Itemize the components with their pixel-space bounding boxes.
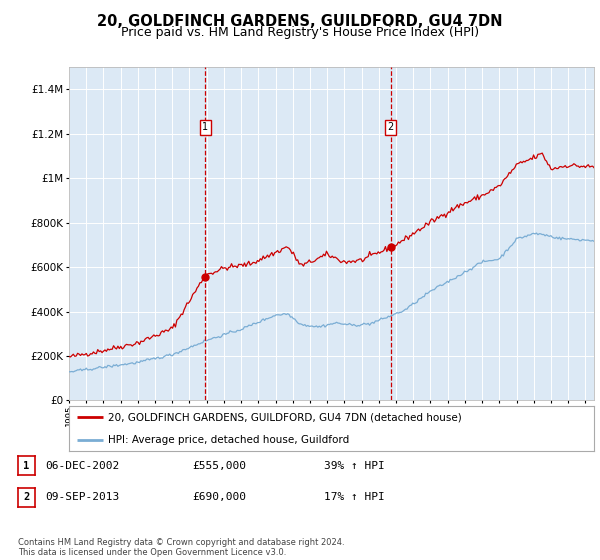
Text: 39% ↑ HPI: 39% ↑ HPI: [324, 461, 385, 471]
Text: 17% ↑ HPI: 17% ↑ HPI: [324, 492, 385, 502]
Text: 2: 2: [388, 122, 394, 132]
Text: 06-DEC-2002: 06-DEC-2002: [45, 461, 119, 471]
Text: £555,000: £555,000: [192, 461, 246, 471]
Text: HPI: Average price, detached house, Guildford: HPI: Average price, detached house, Guil…: [109, 435, 350, 445]
Text: 1: 1: [23, 461, 29, 471]
Text: £690,000: £690,000: [192, 492, 246, 502]
Text: 20, GOLDFINCH GARDENS, GUILDFORD, GU4 7DN: 20, GOLDFINCH GARDENS, GUILDFORD, GU4 7D…: [97, 14, 503, 29]
Text: 1: 1: [202, 122, 208, 132]
Text: Price paid vs. HM Land Registry's House Price Index (HPI): Price paid vs. HM Land Registry's House …: [121, 26, 479, 39]
Text: 20, GOLDFINCH GARDENS, GUILDFORD, GU4 7DN (detached house): 20, GOLDFINCH GARDENS, GUILDFORD, GU4 7D…: [109, 412, 462, 422]
Text: 2: 2: [23, 492, 29, 502]
Text: 09-SEP-2013: 09-SEP-2013: [45, 492, 119, 502]
Text: Contains HM Land Registry data © Crown copyright and database right 2024.
This d: Contains HM Land Registry data © Crown c…: [18, 538, 344, 557]
